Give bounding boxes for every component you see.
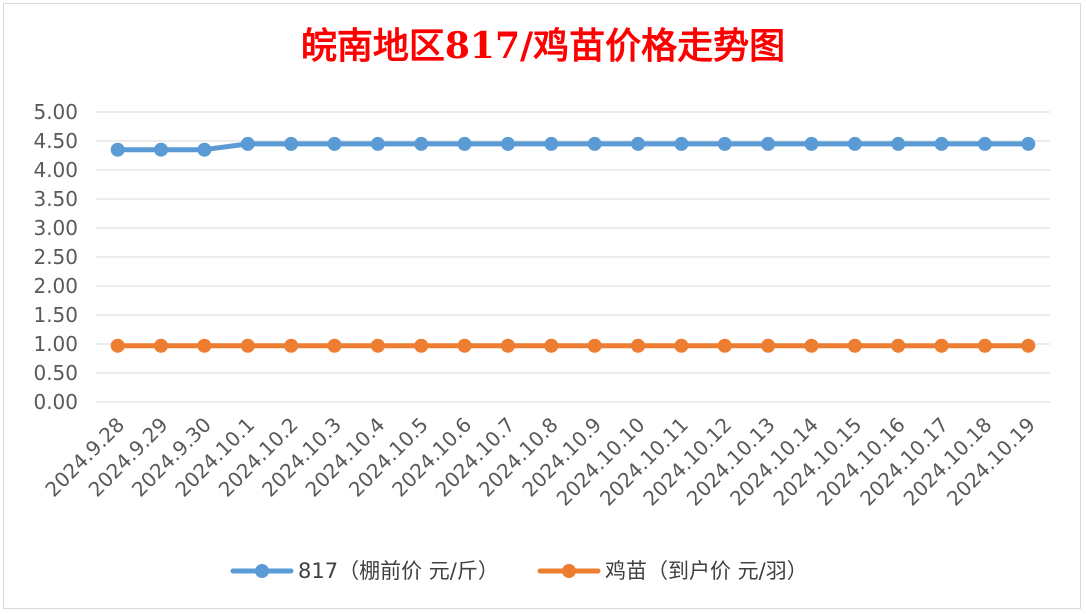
data-point <box>717 136 732 151</box>
y-tick-label: 5.00 <box>33 100 78 124</box>
data-point <box>977 136 992 151</box>
data-point <box>804 338 819 353</box>
legend-label: 817（棚前价 元/斤） <box>298 559 499 583</box>
series-line <box>115 141 1031 153</box>
data-point <box>240 338 255 353</box>
data-point <box>674 136 689 151</box>
data-point <box>804 136 819 151</box>
y-tick-label: 4.00 <box>33 158 78 182</box>
data-point <box>891 136 906 151</box>
data-point <box>717 338 732 353</box>
data-point <box>631 136 646 151</box>
legend-label: 鸡苗（到户价 元/羽） <box>605 559 808 583</box>
data-point <box>587 136 602 151</box>
data-point <box>674 338 689 353</box>
series-2 <box>110 338 1036 353</box>
data-point <box>761 136 776 151</box>
data-point <box>934 338 949 353</box>
legend-item: 817（棚前价 元/斤） <box>230 559 499 583</box>
data-point <box>1021 338 1036 353</box>
y-tick-label: 1.00 <box>33 332 78 356</box>
y-tick-label: 3.50 <box>33 187 78 211</box>
y-axis-ticks: 0.00 0.50 1.00 1.50 2.00 2.50 3.00 3.50 4.00 4.50… <box>33 100 78 414</box>
data-point <box>110 338 125 353</box>
data-point <box>847 136 862 151</box>
data-point <box>197 142 212 157</box>
data-point <box>457 136 472 151</box>
data-point <box>414 338 429 353</box>
gridlines <box>96 111 1050 403</box>
series-lines <box>110 136 1036 353</box>
data-point <box>197 338 212 353</box>
x-axis-ticks: 2024.9.282024.9.292024.9.302024.10.12024… <box>40 413 1040 511</box>
data-point <box>110 142 125 157</box>
legend-marker <box>255 564 269 578</box>
legend-marker <box>562 564 576 578</box>
data-point <box>544 136 559 151</box>
data-point <box>977 338 992 353</box>
data-point <box>1021 136 1036 151</box>
data-point <box>891 338 906 353</box>
chart-title: 皖南地区817/鸡苗价格走势图 <box>301 25 785 67</box>
data-point <box>500 136 515 151</box>
data-point <box>240 136 255 151</box>
data-point <box>370 136 385 151</box>
data-point <box>414 136 429 151</box>
data-point <box>284 338 299 353</box>
data-point <box>934 136 949 151</box>
y-tick-label: 4.50 <box>33 129 78 153</box>
data-point <box>544 338 559 353</box>
y-tick-label: 0.00 <box>33 390 78 414</box>
data-point <box>327 338 342 353</box>
data-point <box>457 338 472 353</box>
legend: 817（棚前价 元/斤） 鸡苗（到户价 元/羽） <box>230 559 808 583</box>
y-tick-label: 1.50 <box>33 303 78 327</box>
chart-frame <box>3 3 1081 609</box>
y-tick-label: 2.50 <box>33 245 78 269</box>
data-point <box>847 338 862 353</box>
y-tick-label: 3.00 <box>33 216 78 240</box>
y-tick-label: 0.50 <box>33 361 78 385</box>
series-1 <box>110 136 1036 157</box>
data-point <box>284 136 299 151</box>
y-tick-label: 2.00 <box>33 274 78 298</box>
data-point <box>500 338 515 353</box>
data-point <box>370 338 385 353</box>
data-point <box>154 142 169 157</box>
data-point <box>761 338 776 353</box>
data-point <box>327 136 342 151</box>
data-point <box>154 338 169 353</box>
legend-item: 鸡苗（到户价 元/羽） <box>537 559 808 583</box>
data-point <box>631 338 646 353</box>
data-point <box>587 338 602 353</box>
